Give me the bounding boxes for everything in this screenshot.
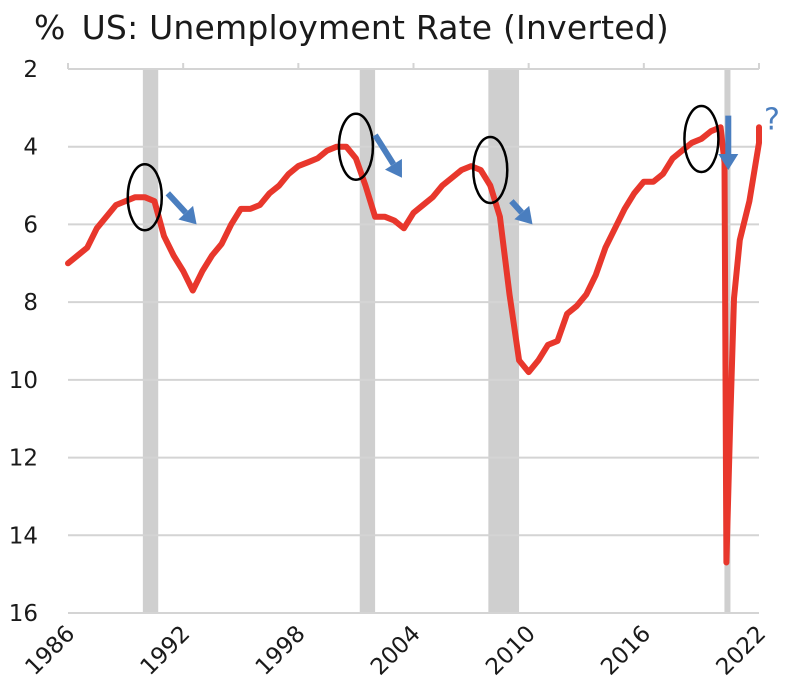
y-tick-label: 8 xyxy=(23,290,38,316)
percent-unit-label: % xyxy=(34,8,66,47)
peak-circles xyxy=(126,104,720,232)
x-tick-label: 2022 xyxy=(711,621,771,681)
arrow xyxy=(372,133,402,178)
series-group xyxy=(65,124,762,566)
arrow-head xyxy=(385,158,402,178)
chart-title: % US: Unemployment Rate (Inverted) xyxy=(34,8,669,47)
y-tick-label: 16 xyxy=(9,601,38,627)
arrow-shaft xyxy=(165,191,188,215)
y-tick-label: 6 xyxy=(23,212,38,238)
recession-band xyxy=(142,69,159,613)
arrow-shaft xyxy=(372,133,397,166)
unemployment-rate-line xyxy=(65,124,762,566)
question-mark-annotation: ? xyxy=(764,103,780,138)
x-tick-label: 2016 xyxy=(596,621,656,681)
arrow xyxy=(718,115,739,171)
x-tick-label: 1998 xyxy=(251,621,311,681)
arrow-shaft xyxy=(509,199,524,215)
y-tick-label: 2 xyxy=(23,57,38,83)
gridlines xyxy=(68,68,759,614)
peak-circle xyxy=(337,112,375,181)
x-tick-label: 1986 xyxy=(20,621,80,681)
x-tick-label: 2004 xyxy=(366,621,426,681)
y-tick-label: 4 xyxy=(23,135,38,161)
peak-circle xyxy=(472,135,509,205)
arrow xyxy=(509,199,533,225)
arrow-head xyxy=(178,205,197,225)
decline-arrows xyxy=(165,115,739,225)
recession-bands xyxy=(142,69,731,613)
arrow-head xyxy=(514,205,533,225)
x-tick-label: 2010 xyxy=(481,621,541,681)
peak-circle xyxy=(126,162,164,232)
chart-title-text: US: Unemployment Rate (Inverted) xyxy=(81,8,669,47)
y-tick-label: 14 xyxy=(9,523,38,549)
y-tick-label: 10 xyxy=(9,368,38,394)
peak-circle xyxy=(683,104,720,174)
y-tick-label: 12 xyxy=(9,446,38,472)
x-tick-label: 1992 xyxy=(136,621,196,681)
arrow xyxy=(165,191,197,225)
x-axis-labels: 1986 1992 1998 2004 2010 2016 2022 xyxy=(20,621,771,681)
y-axis-labels: 2 4 6 8 10 12 14 16 xyxy=(9,57,38,627)
arrow-head xyxy=(718,154,739,171)
x-axis-ticks xyxy=(67,63,760,69)
